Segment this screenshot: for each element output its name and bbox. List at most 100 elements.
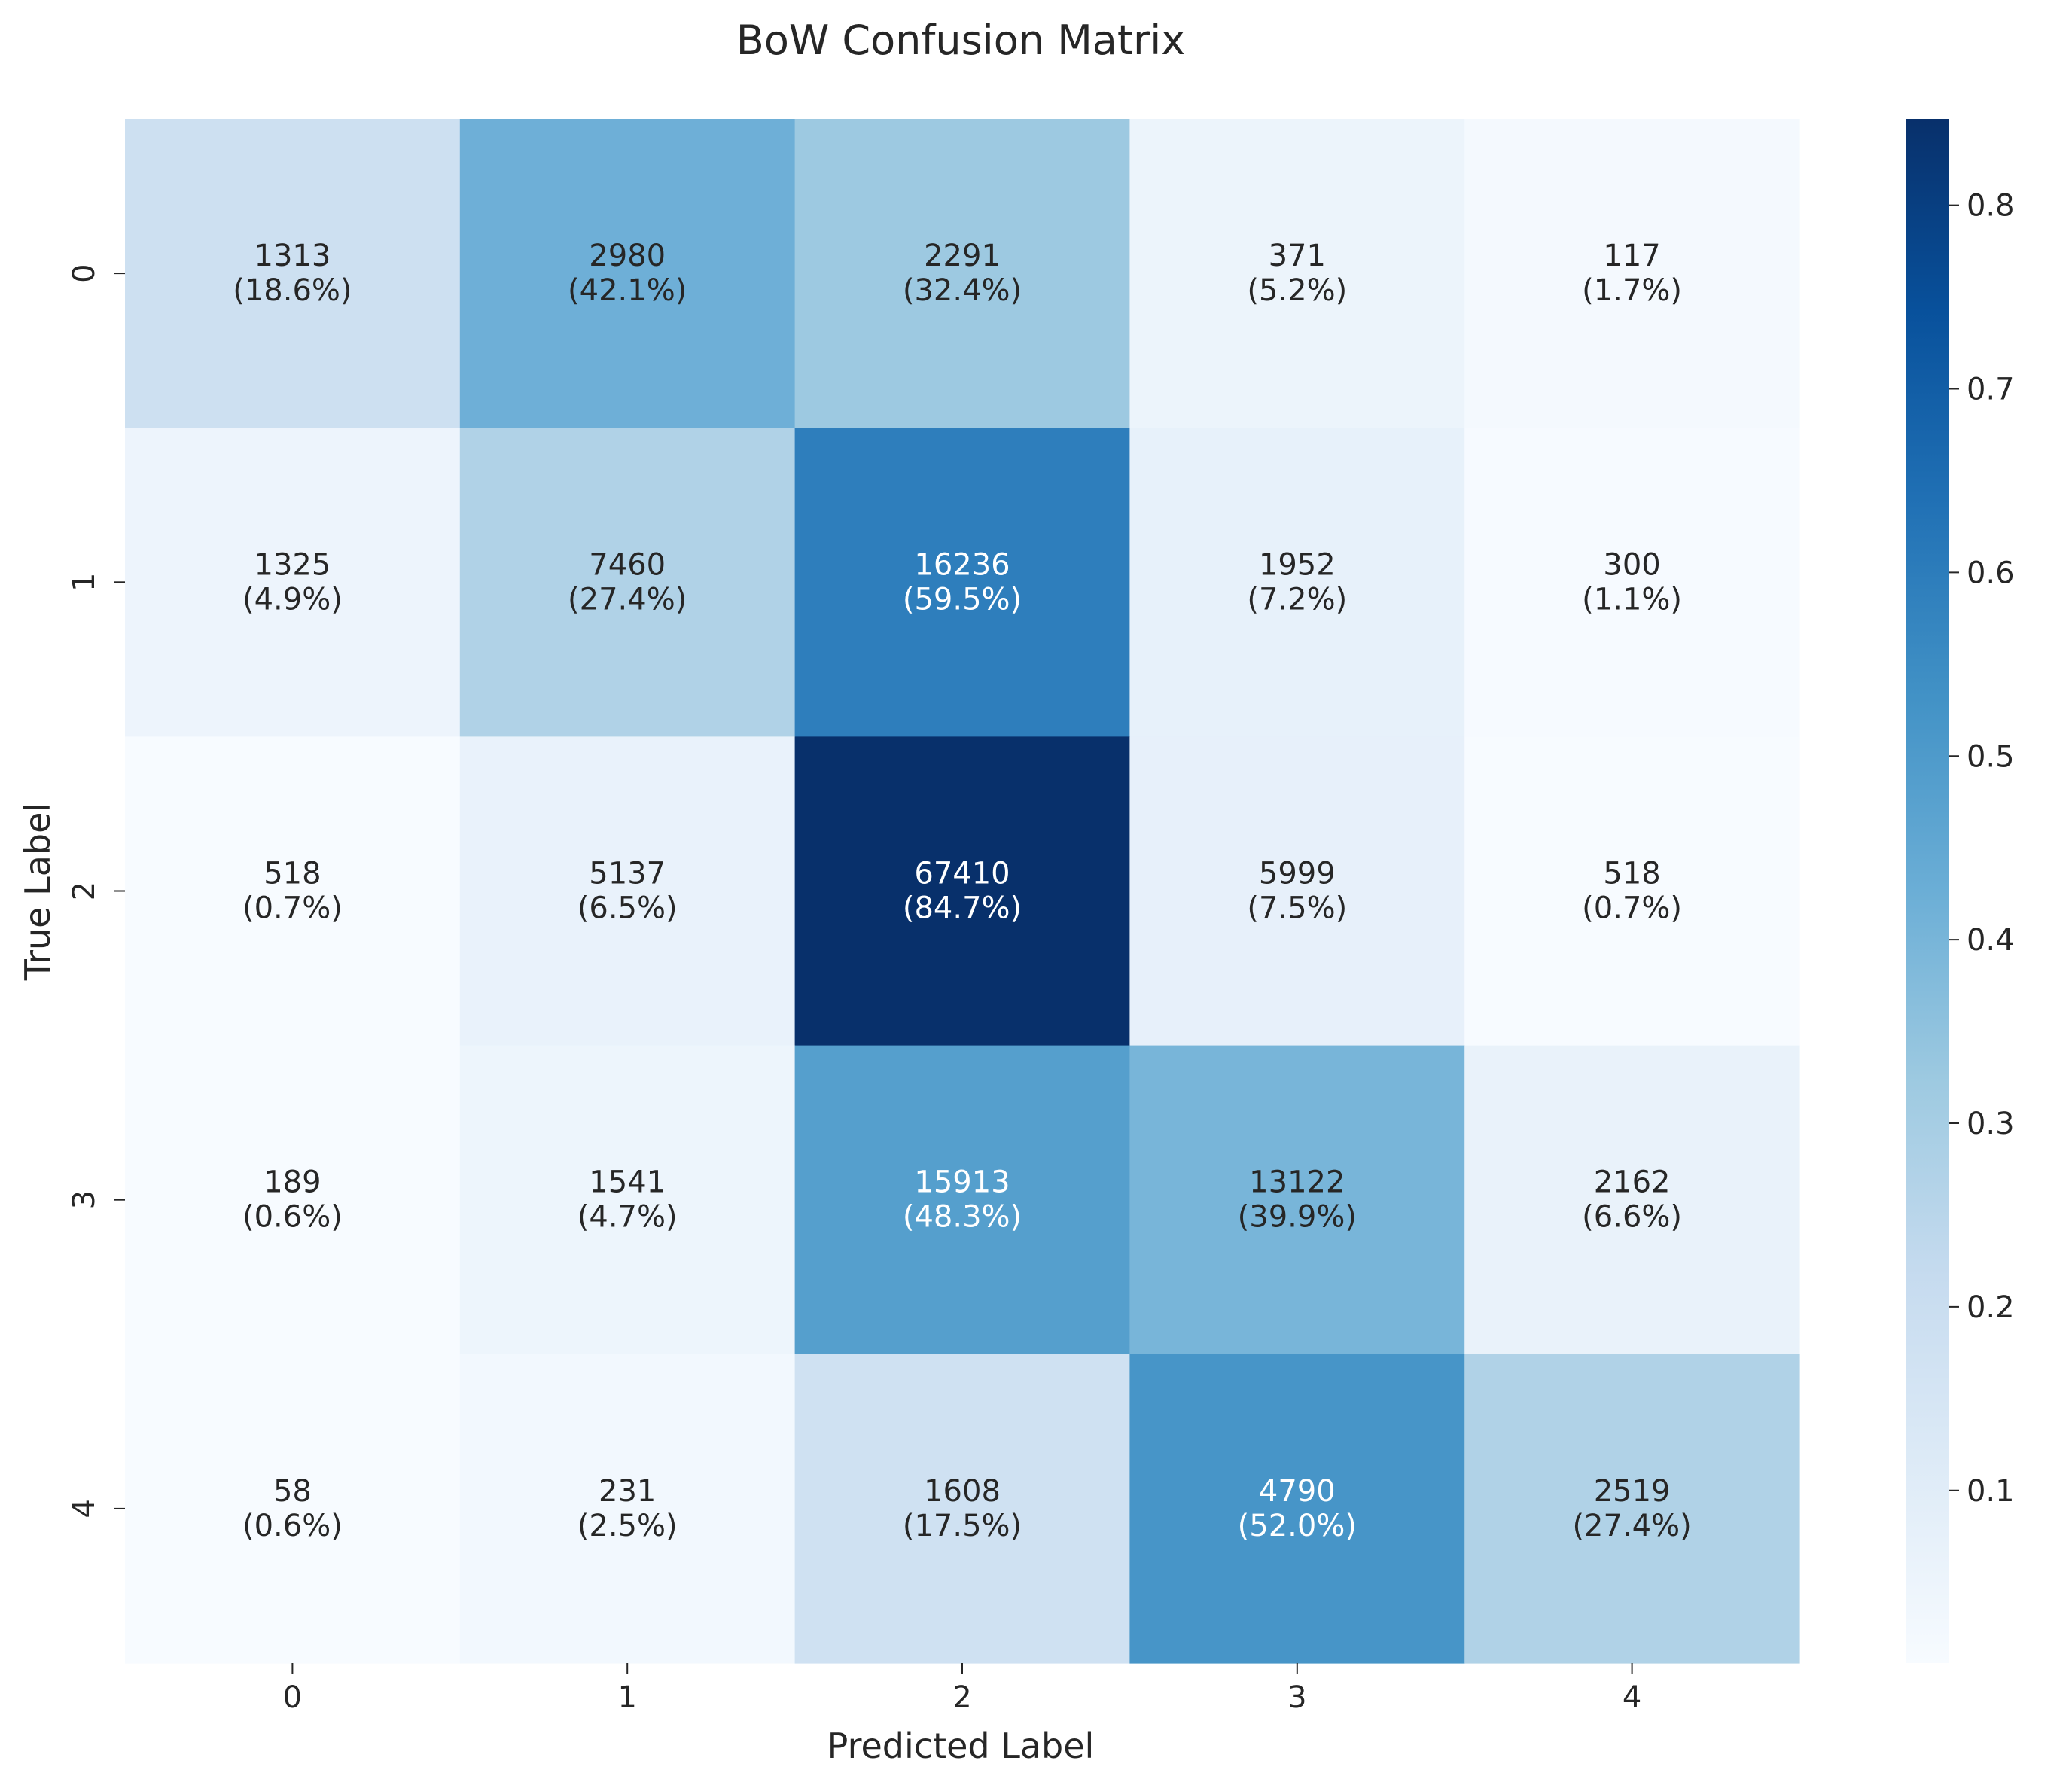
heatmap-cell bbox=[459, 1354, 796, 1664]
cell-count-label: 2519 bbox=[1594, 1474, 1671, 1509]
heatmap-cell bbox=[794, 428, 1130, 737]
heatmap-cell bbox=[1129, 736, 1465, 1046]
heatmap-cell bbox=[459, 736, 796, 1046]
x-axis-ticks: 0 1 2 3 4 bbox=[283, 1663, 1641, 1715]
cell-percent-label: (39.9%) bbox=[1238, 1200, 1357, 1235]
heatmap-cell bbox=[125, 736, 461, 1046]
cell-count-label: 1952 bbox=[1259, 547, 1336, 582]
heatmap-cells: 1313(18.6%) 2980(42.1%) 2291(32.4%) 371(5.2… bbox=[125, 119, 1800, 1664]
heatmap-cell bbox=[125, 1045, 461, 1355]
cell-percent-label: (84.7%) bbox=[903, 891, 1022, 926]
x-tick-label: 0 bbox=[283, 1680, 302, 1715]
cell-count-label: 2291 bbox=[924, 239, 1001, 273]
cell-percent-label: (42.1%) bbox=[568, 273, 687, 308]
cell-percent-label: (18.6%) bbox=[233, 273, 352, 308]
cell-count-label: 7460 bbox=[589, 547, 666, 582]
cell-percent-label: (7.2%) bbox=[1247, 582, 1347, 617]
cell-count-label: 231 bbox=[599, 1474, 656, 1509]
colorbar-tick-label: 0.3 bbox=[1967, 1107, 2015, 1141]
cell-count-label: 189 bbox=[264, 1165, 321, 1200]
y-tick-label: 1 bbox=[67, 573, 102, 592]
heatmap-cell bbox=[1129, 119, 1465, 428]
cell-percent-label: (0.7%) bbox=[242, 891, 343, 926]
colorbar-tick-label: 0.1 bbox=[1967, 1474, 2015, 1509]
colorbar bbox=[1906, 119, 1949, 1663]
x-axis-label: Predicted Label bbox=[827, 1726, 1095, 1766]
colorbar-tick-label: 0.7 bbox=[1967, 372, 2015, 407]
cell-percent-label: (1.7%) bbox=[1582, 273, 1682, 308]
cell-count-label: 58 bbox=[273, 1474, 312, 1509]
colorbar-tick-label: 0.5 bbox=[1967, 739, 2015, 774]
x-tick-label: 4 bbox=[1623, 1680, 1641, 1715]
cell-count-label: 1541 bbox=[589, 1165, 666, 1200]
cell-percent-label: (48.3%) bbox=[903, 1200, 1022, 1235]
cell-count-label: 5137 bbox=[589, 857, 666, 891]
cell-count-label: 67410 bbox=[914, 857, 1010, 891]
cell-count-label: 518 bbox=[264, 857, 321, 891]
heatmap-cell bbox=[459, 119, 796, 428]
cell-percent-label: (27.4%) bbox=[1572, 1509, 1691, 1543]
cell-percent-label: (17.5%) bbox=[903, 1509, 1022, 1543]
cell-count-label: 13122 bbox=[1249, 1165, 1345, 1200]
cell-percent-label: (32.4%) bbox=[903, 273, 1022, 308]
cell-percent-label: (6.6%) bbox=[1582, 1200, 1682, 1235]
heatmap-cell bbox=[125, 119, 461, 428]
cell-count-label: 2162 bbox=[1594, 1165, 1671, 1200]
cell-count-label: 15913 bbox=[914, 1165, 1010, 1200]
heatmap-cell bbox=[1129, 1354, 1465, 1664]
y-tick-label: 0 bbox=[67, 263, 102, 282]
heatmap-cell bbox=[1464, 428, 1800, 737]
colorbar-ticks: 0.1 0.2 0.3 0.4 0.5 0.6 0.7 0.8 bbox=[1949, 189, 2015, 1509]
cell-percent-label: (6.5%) bbox=[577, 891, 678, 926]
cell-percent-label: (0.6%) bbox=[242, 1200, 343, 1235]
cell-percent-label: (52.0%) bbox=[1238, 1509, 1357, 1543]
cell-percent-label: (2.5%) bbox=[577, 1509, 678, 1543]
y-tick-label: 3 bbox=[67, 1190, 102, 1209]
cell-percent-label: (27.4%) bbox=[568, 582, 687, 617]
cell-count-label: 5999 bbox=[1259, 857, 1336, 891]
x-tick-label: 1 bbox=[617, 1680, 636, 1715]
heatmap-cell bbox=[794, 119, 1130, 428]
cell-percent-label: (5.2%) bbox=[1247, 273, 1347, 308]
cell-percent-label: (59.5%) bbox=[903, 582, 1022, 617]
x-tick-label: 2 bbox=[952, 1680, 971, 1715]
heatmap-cell bbox=[1129, 1045, 1465, 1355]
heatmap-cell bbox=[794, 1354, 1130, 1664]
cell-percent-label: (0.6%) bbox=[242, 1509, 343, 1543]
cell-count-label: 518 bbox=[1603, 857, 1660, 891]
x-tick-label: 3 bbox=[1287, 1680, 1306, 1715]
heatmap-cell bbox=[1464, 119, 1800, 428]
colorbar-tick-label: 0.6 bbox=[1967, 556, 2015, 590]
cell-count-label: 117 bbox=[1603, 239, 1660, 273]
colorbar-tick-label: 0.4 bbox=[1967, 923, 2015, 958]
heatmap-cell bbox=[125, 428, 461, 737]
heatmap-cell bbox=[1464, 1354, 1800, 1664]
y-axis-ticks: 0 1 2 3 4 bbox=[67, 263, 125, 1518]
chart-title: BoW Confusion Matrix bbox=[736, 17, 1185, 64]
y-tick-label: 2 bbox=[67, 882, 102, 900]
cell-count-label: 2980 bbox=[589, 239, 666, 273]
heatmap-cell bbox=[1464, 1045, 1800, 1355]
y-axis-label: True Label bbox=[17, 803, 58, 981]
heatmap-cell bbox=[1129, 428, 1465, 737]
cell-percent-label: (4.9%) bbox=[242, 582, 343, 617]
cell-percent-label: (1.1%) bbox=[1582, 582, 1682, 617]
heatmap-cell bbox=[794, 736, 1130, 1046]
heatmap-cell bbox=[459, 1045, 796, 1355]
y-tick-label: 4 bbox=[67, 1499, 102, 1518]
heatmap-cell bbox=[125, 1354, 461, 1664]
heatmap-cell bbox=[459, 428, 796, 737]
cell-percent-label: (4.7%) bbox=[577, 1200, 678, 1235]
heatmap-cell bbox=[1464, 736, 1800, 1046]
colorbar-tick-label: 0.2 bbox=[1967, 1290, 2015, 1325]
cell-count-label: 1325 bbox=[254, 547, 331, 582]
cell-count-label: 4790 bbox=[1259, 1474, 1336, 1509]
cell-count-label: 1608 bbox=[924, 1474, 1001, 1509]
cell-count-label: 300 bbox=[1603, 547, 1660, 582]
colorbar-tick-label: 0.8 bbox=[1967, 189, 2015, 224]
cell-count-label: 1313 bbox=[254, 239, 331, 273]
cell-count-label: 16236 bbox=[914, 547, 1010, 582]
cell-percent-label: (0.7%) bbox=[1582, 891, 1682, 926]
cell-percent-label: (7.5%) bbox=[1247, 891, 1347, 926]
